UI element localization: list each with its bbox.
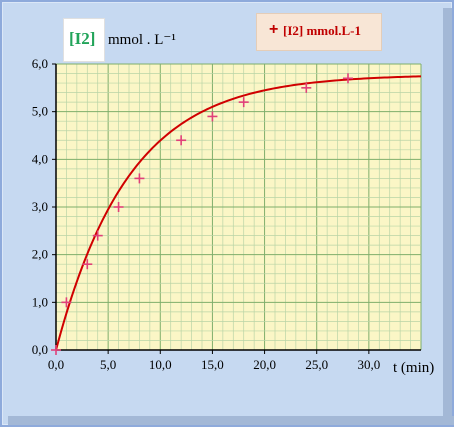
data-point (176, 135, 187, 146)
legend-label: [I2] mmol.L-1 (283, 23, 361, 38)
y-tick-label: 2,0 (32, 247, 48, 262)
y-tick-label: 5,0 (32, 104, 48, 119)
x-tick-label: 25,0 (305, 357, 328, 372)
data-point (92, 230, 103, 241)
frame-shadow-right (443, 8, 452, 423)
y-tick-label: 0,0 (32, 342, 48, 357)
data-point (82, 259, 93, 270)
data-point (134, 173, 145, 184)
data-point (207, 111, 218, 122)
data-point (51, 345, 61, 355)
legend (256, 13, 382, 51)
fit-curve (55, 75, 422, 351)
x-tick-label: 30,0 (357, 357, 380, 372)
x-tick-label: 5,0 (100, 357, 116, 372)
x-tick-label: 15,0 (201, 357, 224, 372)
data-point (343, 73, 353, 84)
y-tick-label: 3,0 (32, 199, 48, 214)
data-point (113, 202, 124, 212)
y-tick-label: 4,0 (32, 151, 48, 166)
x-tick-label: 0,0 (48, 357, 64, 372)
data-point (61, 297, 72, 308)
x-axis-title: t (min) (393, 360, 434, 376)
y-axis-title-box (63, 18, 105, 62)
tick-labels: 0,0 5,0 10,0 15,0 20,0 25,0 30,0 0,0 1,0 2,0 3,0 4,… (32, 56, 380, 372)
data-point (301, 82, 312, 93)
y-axis-title-species: [I2] (69, 29, 96, 48)
x-tick-label: 20,0 (253, 357, 276, 372)
y-tick-label: 1,0 (32, 294, 48, 309)
frame-shadow (8, 416, 454, 425)
data-point (238, 97, 249, 108)
y-axis-title-unit: mmol . L⁻¹ (108, 32, 176, 48)
data-points (51, 73, 353, 355)
legend-marker-icon: + (269, 21, 279, 38)
x-tick-label: 10,0 (149, 357, 172, 372)
y-tick-label: 6,0 (32, 56, 48, 71)
